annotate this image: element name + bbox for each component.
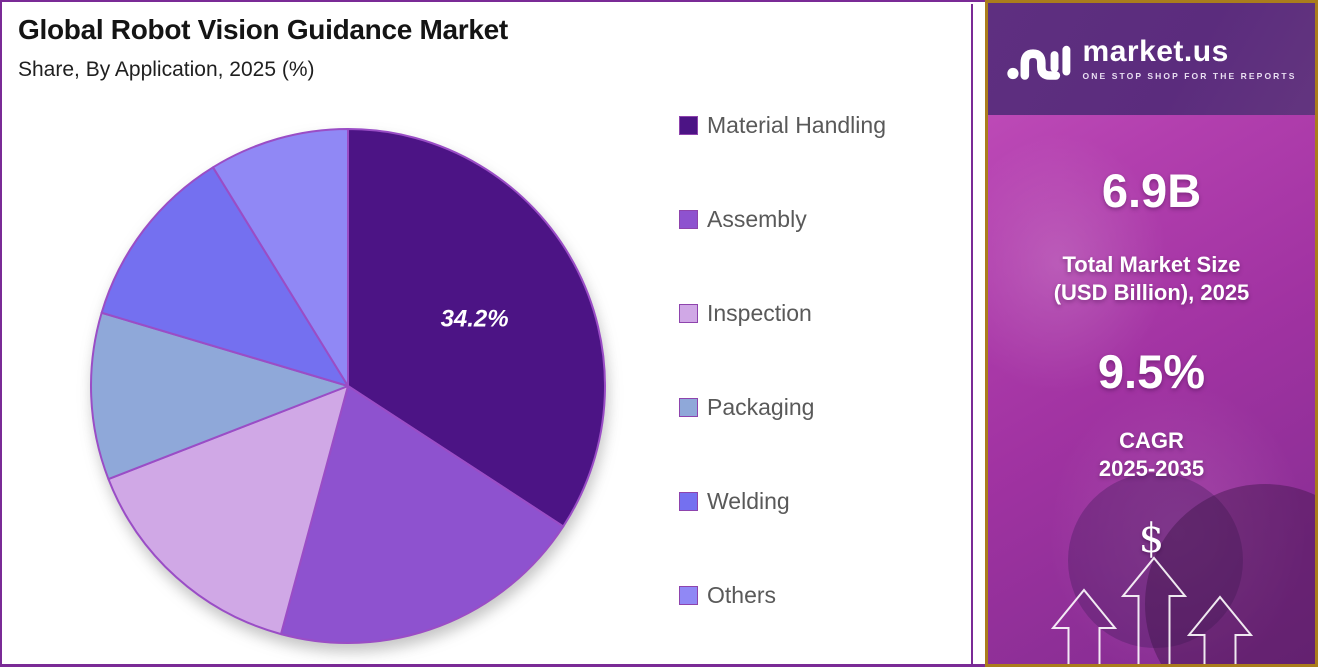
brand-panel: market.us ONE STOP SHOP FOR THE REPORTS …	[985, 0, 1318, 667]
caption-line: (USD Billion), 2025	[1053, 279, 1250, 305]
total-market-size-caption: Total Market Size (USD Billion), 2025	[988, 251, 1315, 307]
legend-item-assembly: Assembly	[679, 205, 886, 233]
brand-tagline: ONE STOP SHOP FOR THE REPORTS	[1082, 71, 1297, 81]
pie-slice-welding	[100, 166, 349, 387]
pie-slice-packaging	[90, 311, 349, 481]
logo-text: market.us ONE STOP SHOP FOR THE REPORTS	[1082, 35, 1297, 82]
legend-label: Assembly	[707, 205, 807, 232]
market-us-logo-icon	[1006, 45, 1070, 80]
panel-decoration	[1048, 383, 1308, 664]
pie-chart: 34.2%	[90, 128, 606, 644]
legend-item-inspection: Inspection	[679, 299, 886, 327]
legend-item-welding: Welding	[679, 487, 886, 515]
caption-line: CAGR	[1119, 428, 1184, 453]
logo-band: market.us ONE STOP SHOP FOR THE REPORTS	[988, 3, 1315, 115]
cagr-value: 9.5%	[1097, 345, 1206, 398]
legend: Material Handling Assembly Inspection Pa…	[679, 111, 886, 667]
legend-label: Material Handling	[707, 111, 886, 138]
legend-label: Inspection	[707, 299, 812, 326]
legend-label: Packaging	[707, 393, 815, 420]
legend-swatch	[679, 491, 698, 511]
legend-item-others: Others	[679, 581, 886, 609]
page-subtitle: Share, By Application, 2025 (%)	[18, 58, 315, 81]
legend-swatch	[679, 303, 698, 323]
brand-name: market.us	[1082, 35, 1229, 68]
legend-label: Others	[707, 581, 777, 608]
growth-arrows-icon	[1050, 556, 1254, 664]
pie-slice-inspection	[107, 385, 349, 636]
legend-swatch	[679, 115, 698, 135]
pie-slice-others	[212, 128, 349, 387]
panel-decoration	[988, 133, 1168, 393]
legend-item-packaging: Packaging	[679, 393, 886, 421]
page-title: Global Robot Vision Guidance Market	[18, 14, 508, 45]
legend-item-material-handling: Material Handling	[679, 111, 886, 139]
caption-line: Total Market Size	[1062, 252, 1241, 277]
pie-slice-assembly	[279, 385, 565, 644]
divider	[971, 4, 973, 666]
caption-line: 2025-2035	[1098, 455, 1205, 481]
legend-label: Welding	[707, 487, 790, 514]
total-market-size-value: 6.9B	[1101, 164, 1202, 217]
legend-swatch	[679, 397, 698, 417]
chart-area: Global Robot Vision Guidance Market Shar…	[0, 0, 985, 667]
legend-swatch	[679, 585, 698, 605]
pie-data-label: 34.2%	[441, 306, 509, 333]
legend-swatch	[679, 209, 698, 229]
cagr-caption: CAGR 2025-2035	[988, 427, 1315, 482]
dollar-icon: $	[1138, 516, 1165, 562]
